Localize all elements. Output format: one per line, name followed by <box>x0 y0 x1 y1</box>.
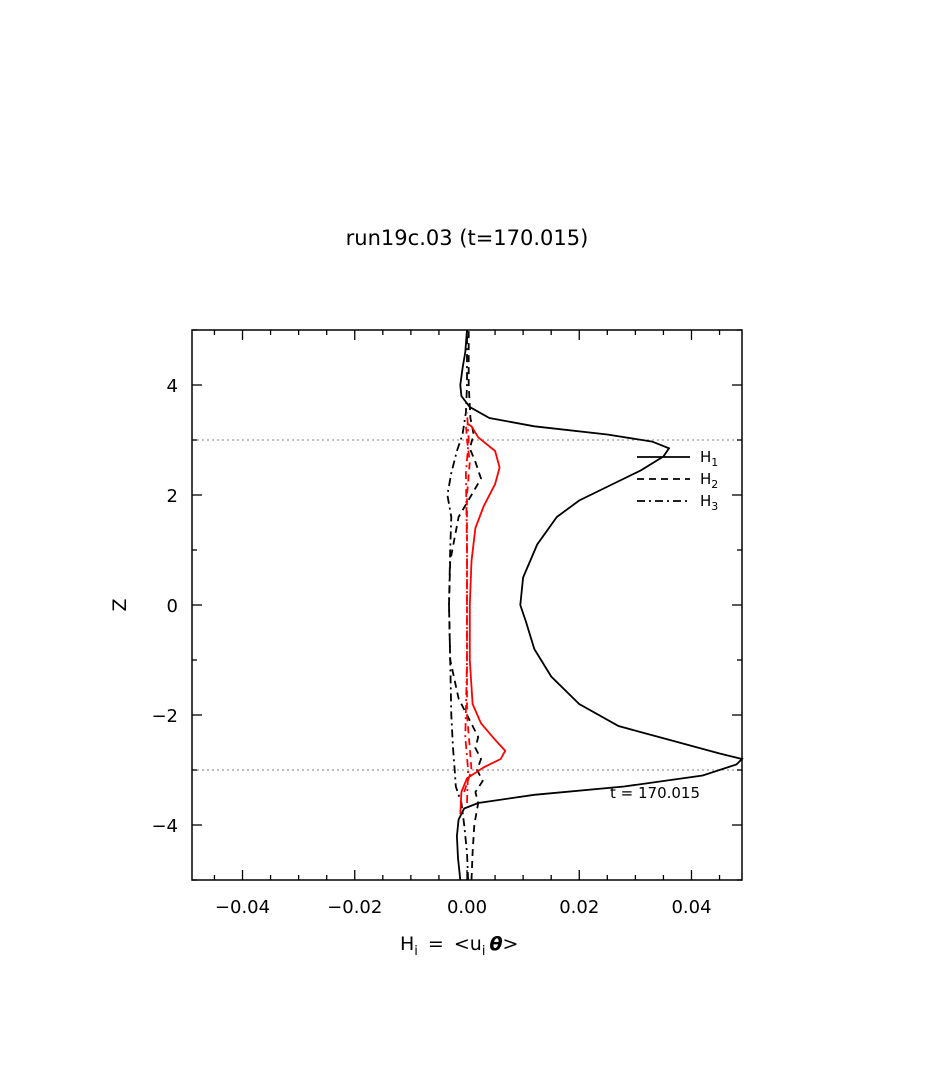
series-line-0 <box>455 329 744 881</box>
legend-label-text-1: H <box>700 470 711 488</box>
series-line-2 <box>446 330 469 881</box>
x-axis-label-eq: = <box>428 933 444 955</box>
x-axis-label-theta: θ <box>489 933 502 955</box>
x-tick-label-4: 0.04 <box>671 897 711 918</box>
legend-label-text-2: H <box>700 492 711 510</box>
legend-label-1: H2 <box>700 470 718 491</box>
legend-label-0: H1 <box>700 448 718 469</box>
series-line-3 <box>459 422 507 815</box>
y-tick-label-0: −4 <box>151 816 178 837</box>
y-axis-ticks: −4 −2 0 2 4 <box>151 329 742 881</box>
series-group <box>446 329 744 881</box>
series-line-4 <box>463 423 473 793</box>
series-line-1 <box>448 330 484 881</box>
y-tick-label-3: 2 <box>167 486 178 507</box>
y-tick-label-1: −2 <box>151 706 178 727</box>
legend-label-2: H3 <box>700 492 718 513</box>
y-tick-label-4: 4 <box>167 376 178 397</box>
x-tick-label-1: −0.02 <box>327 897 382 918</box>
x-axis-label: Hi = <ui θ> <box>400 933 518 959</box>
x-axis-label-close: > <box>503 933 519 955</box>
y-axis-label: Z <box>109 598 131 611</box>
legend-label-sub-0: 1 <box>711 456 718 469</box>
x-axis-label-u-sub: i <box>482 944 486 959</box>
x-tick-label-3: 0.02 <box>559 897 599 918</box>
legend-label-sub-1: 2 <box>711 478 718 491</box>
x-tick-label-0: −0.04 <box>215 897 270 918</box>
x-axis-label-h-sub: i <box>414 944 418 959</box>
x-axis-ticks: −0.04 −0.02 0.00 0.02 0.04 <box>213 330 721 918</box>
series-line-5 <box>464 412 470 804</box>
x-axis-label-u: <u <box>454 933 482 955</box>
x-tick-label-2: 0.00 <box>447 897 487 918</box>
chart-title: run19c.03 (t=170.015) <box>346 226 589 250</box>
x-axis-label-h: H <box>400 933 414 955</box>
time-annotation: t = 170.015 <box>610 784 700 802</box>
legend-label-sub-2: 3 <box>711 500 718 513</box>
y-tick-label-2: 0 <box>167 596 178 617</box>
legend-label-text-0: H <box>700 448 711 466</box>
